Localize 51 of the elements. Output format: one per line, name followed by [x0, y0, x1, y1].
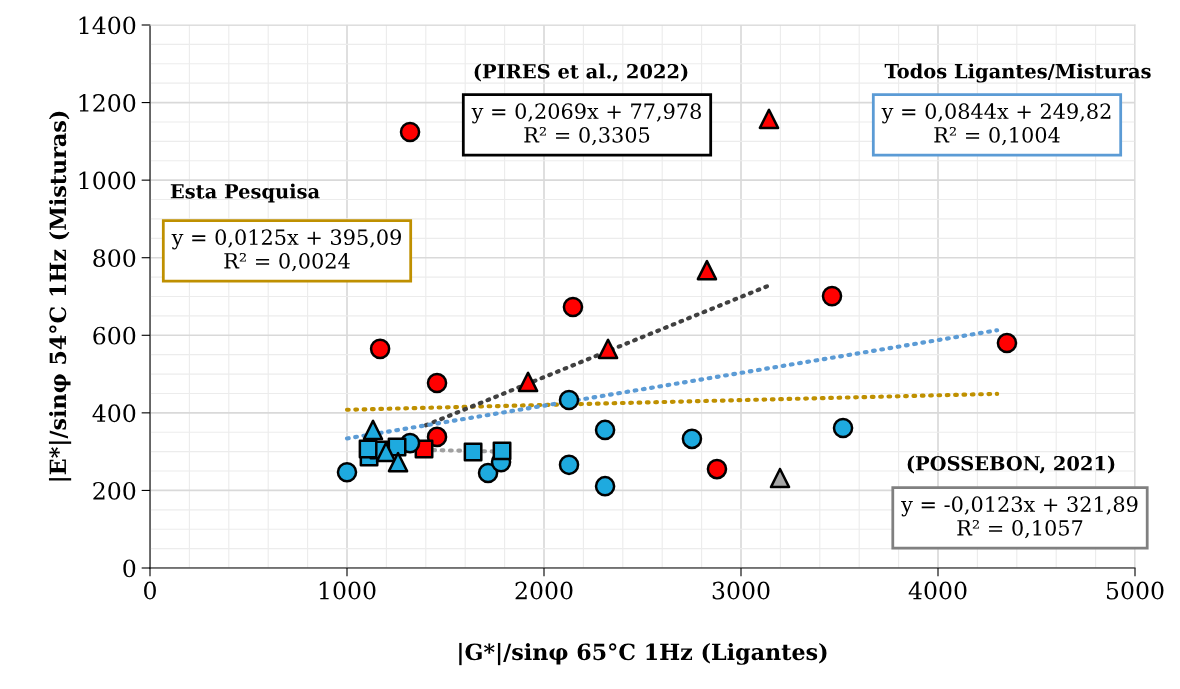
- x-tick-label: 5000: [1106, 581, 1164, 600]
- point: [492, 441, 512, 461]
- point: [562, 296, 584, 318]
- x-tick-label: 4000: [908, 581, 967, 600]
- y-tick-label: 0: [123, 559, 136, 578]
- point: [375, 441, 397, 463]
- point: [821, 285, 843, 307]
- point: [358, 439, 378, 459]
- annotation: y = 0,2069x + 77,978 R² = 0,3305: [471, 103, 701, 146]
- point: [463, 442, 483, 462]
- x-tick-label: 0: [144, 581, 156, 600]
- point: [594, 475, 616, 497]
- point: [832, 417, 854, 439]
- point: [399, 121, 421, 143]
- point: [769, 467, 791, 489]
- point: [706, 458, 728, 480]
- x-tick-label: 2000: [515, 581, 573, 600]
- annotation: y = 0,0125x + 395,09 R² = 0,0024: [171, 229, 401, 272]
- x-tick-label: 1000: [319, 581, 376, 600]
- point: [336, 461, 358, 483]
- x-axis-title: |G*|/sinφ 65°C 1Hz (Ligantes): [459, 642, 827, 666]
- point: [594, 419, 616, 441]
- point: [477, 462, 499, 484]
- point: [426, 372, 448, 394]
- point: [387, 451, 409, 473]
- point: [758, 108, 780, 130]
- point: [558, 454, 580, 476]
- y-tick-label: 600: [93, 326, 136, 345]
- annotation: y = -0,0123x + 321,89 R² = 0,1057: [901, 496, 1138, 539]
- annotation: y = 0,0844x + 249,82 R² = 0,1004: [881, 103, 1111, 146]
- y-tick-label: 1400: [79, 16, 136, 35]
- point: [426, 426, 448, 448]
- y-tick-label: 1200: [79, 94, 136, 112]
- annotation: (POSSEBON, 2021): [907, 455, 1115, 474]
- point: [696, 259, 718, 281]
- annotation: (PIRES et al., 2022): [474, 63, 688, 82]
- y-axis-title: |E*|/sinφ 54°C 1Hz (Misturas): [48, 111, 72, 481]
- annotation: Esta Pesquisa: [170, 183, 320, 203]
- point: [996, 332, 1018, 354]
- x-tick-label: 3000: [712, 581, 770, 600]
- annotation: Todos Ligantes/Misturas: [884, 63, 1151, 83]
- point: [597, 338, 619, 360]
- point: [362, 419, 384, 441]
- point: [558, 389, 580, 411]
- y-tick-label: 800: [93, 249, 136, 268]
- y-tick-label: 400: [92, 404, 136, 423]
- point: [517, 371, 539, 393]
- point: [681, 428, 703, 450]
- point: [369, 338, 391, 360]
- y-tick-label: 200: [93, 481, 136, 500]
- y-tick-label: 1000: [79, 171, 136, 190]
